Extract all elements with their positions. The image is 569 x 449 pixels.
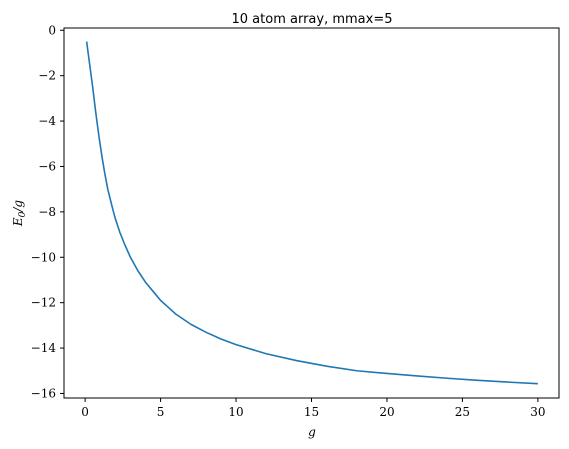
x-tick-label: 20 bbox=[379, 405, 394, 419]
y-axis-label: E0/g bbox=[11, 200, 28, 228]
chart-title: 10 atom array, mmax=5 bbox=[232, 12, 393, 27]
y-tick-label: −8 bbox=[38, 205, 56, 219]
x-tick-label: 25 bbox=[455, 405, 470, 419]
plot-area bbox=[85, 41, 538, 385]
y-tick-label: −16 bbox=[31, 386, 56, 400]
series-line-0 bbox=[85, 41, 538, 385]
y-axis-ticks: 0 −2 −4 −6 −8 −10 −12 −14 −16 bbox=[31, 23, 64, 400]
x-tick-label: 0 bbox=[81, 405, 89, 419]
x-tick-label: 5 bbox=[157, 405, 165, 419]
y-tick-label: −12 bbox=[31, 296, 56, 310]
x-tick-label: 15 bbox=[304, 405, 319, 419]
x-axis-label: g bbox=[308, 425, 316, 439]
x-tick-label: 10 bbox=[228, 405, 243, 419]
y-tick-label: −2 bbox=[38, 69, 56, 83]
y-tick-label: −4 bbox=[38, 114, 56, 128]
y-tick-label: −10 bbox=[31, 250, 56, 264]
x-tick-label: 30 bbox=[530, 405, 545, 419]
x-axis-ticks: 0 5 10 15 20 25 30 bbox=[81, 398, 546, 419]
y-tick-label: −6 bbox=[38, 159, 56, 173]
y-tick-label: 0 bbox=[48, 23, 56, 37]
y-tick-label: −14 bbox=[31, 341, 57, 355]
axes-frame bbox=[63, 27, 560, 399]
